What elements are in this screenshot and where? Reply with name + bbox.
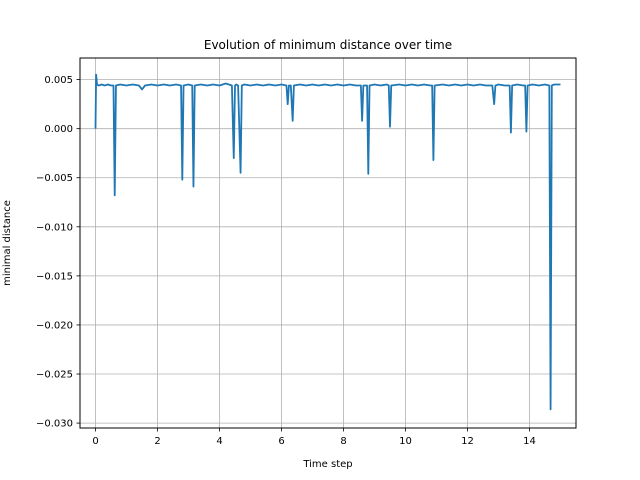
y-tick-label: −0.010 <box>36 222 73 233</box>
y-tick-label: −0.020 <box>36 320 73 331</box>
series-line <box>94 73 561 411</box>
y-axis-label: minimal distance <box>2 200 13 286</box>
y-tick-label: −0.030 <box>36 419 73 430</box>
chart-title: Evolution of minimum distance over time <box>204 38 452 52</box>
grid <box>80 58 576 428</box>
x-axis-ticks: 0 2 4 6 8 10 12 14 <box>92 428 536 447</box>
y-tick-label: 0.000 <box>44 124 73 135</box>
y-tick-label: 0.005 <box>44 75 73 86</box>
x-tick-label: 8 <box>340 436 346 447</box>
x-tick-label: 6 <box>278 436 284 447</box>
y-tick-label: −0.005 <box>36 173 73 184</box>
x-tick-label: 4 <box>216 436 222 447</box>
y-tick-label: −0.015 <box>36 271 73 282</box>
y-tick-label: −0.025 <box>36 370 73 381</box>
x-tick-label: 2 <box>154 436 160 447</box>
x-tick-label: 12 <box>461 436 474 447</box>
x-tick-label: 14 <box>523 436 536 447</box>
x-axis-label: Time step <box>302 459 352 470</box>
y-axis-ticks: 0.005 0.000 −0.005 −0.010 −0.015 −0.020 −0.025… <box>36 75 80 430</box>
x-tick-label: 0 <box>92 436 98 447</box>
series-layer <box>94 73 561 411</box>
x-tick-label: 10 <box>399 436 412 447</box>
plot-frame <box>79 57 577 429</box>
